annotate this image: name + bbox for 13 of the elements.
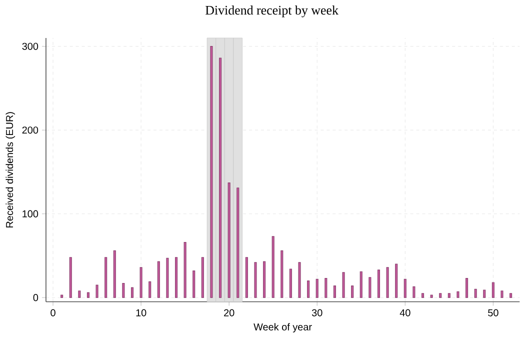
x-tick-label: 0: [50, 309, 56, 316]
y-tick-label: 200: [22, 126, 38, 134]
x-tick-label: 10: [136, 309, 146, 316]
x-tick-label: 30: [312, 309, 322, 316]
y-tick-label: 300: [22, 42, 38, 50]
x-tick-label: 20: [224, 309, 234, 316]
x-axis-title: Week of year: [254, 323, 312, 333]
chart-title: Dividend receipt by week: [206, 6, 338, 18]
x-tick-label: 50: [488, 309, 498, 316]
y-tick-label: 100: [22, 210, 38, 218]
y-axis-title: Received dividends (EUR): [6, 112, 16, 228]
x-tick-label: 40: [400, 309, 410, 316]
y-tick-label: 0: [33, 294, 38, 302]
